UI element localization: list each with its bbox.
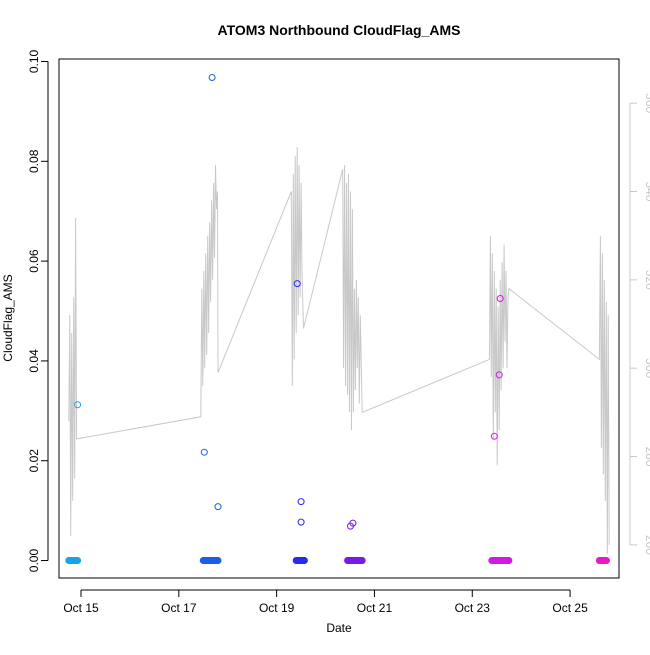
y-tick-label: 0.06	[27, 249, 41, 273]
y2-tick-label: 280	[643, 447, 650, 467]
data-point-flight-5	[496, 295, 504, 302]
y2-tick-label: 340	[643, 181, 650, 201]
data-point-flight-2	[200, 448, 208, 456]
data-point-flight-5	[490, 432, 498, 440]
data-point-flight-2	[214, 503, 222, 511]
plot-area	[65, 74, 610, 564]
y-tick-label: 0.02	[27, 449, 41, 473]
zero-point-flight-5	[505, 557, 513, 564]
plot-frame	[58, 58, 620, 579]
data-point-flight-3	[297, 518, 305, 526]
data-point-flight-4	[349, 519, 357, 527]
data-point-flight-2	[208, 74, 216, 81]
zero-point-flight-2	[214, 557, 222, 564]
secondary-series-line	[68, 147, 610, 554]
data-point-flight-3	[293, 280, 301, 288]
y2-tick-label: 360	[643, 93, 650, 113]
data-point-flight-5	[495, 371, 503, 379]
x-tick-label: Oct 25	[552, 601, 588, 615]
zero-point-flight-6	[603, 557, 610, 564]
x-axis-label: Date	[326, 621, 352, 635]
x-tick-label: Oct 21	[357, 601, 393, 615]
x-tick-label: Oct 15	[63, 601, 99, 615]
y-tick-label: 0.00	[27, 549, 41, 573]
y-tick-label: 0.08	[27, 149, 41, 173]
zero-point-flight-3	[300, 557, 308, 564]
chart-title: ATOM3 Northbound CloudFlag_AMS	[218, 22, 461, 38]
y-axis-label: CloudFlag_AMS	[1, 274, 15, 361]
y2-tick-label: 320	[643, 270, 650, 290]
y2-tick-label: 260	[643, 535, 650, 555]
data-point-flight-1	[74, 401, 82, 409]
y-tick-label: 0.10	[27, 49, 41, 73]
x-tick-label: Oct 23	[455, 601, 491, 615]
zero-point-flight-1	[74, 557, 82, 564]
zero-point-flight-4	[358, 557, 366, 564]
y-tick-label: 0.04	[27, 349, 41, 373]
x-tick-label: Oct 17	[161, 601, 197, 615]
y2-tick-label: 300	[643, 358, 650, 378]
data-point-flight-3	[297, 498, 305, 506]
x-tick-label: Oct 19	[259, 601, 295, 615]
